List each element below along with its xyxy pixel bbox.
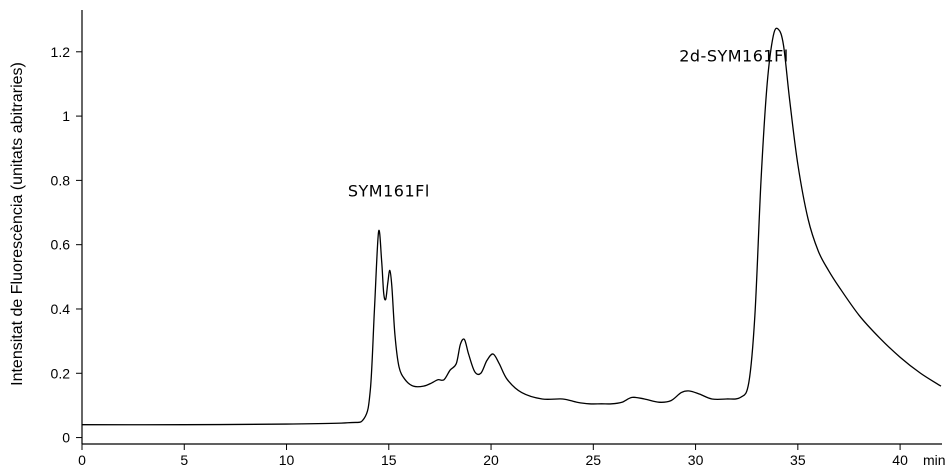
x-tick-label: 30	[688, 452, 704, 468]
x-axis-ticks: 0 5 10 15 20 25 30 35 40	[78, 444, 908, 468]
y-axis-ticks: 0 0.2 0.4 0.6 0.8 1 1.2	[51, 44, 82, 446]
x-tick-label: 40	[892, 452, 908, 468]
series-group	[81, 27, 942, 426]
x-axis-unit-label: min	[923, 452, 946, 468]
annotations-group: SYM161Fl 2d-SYM161Fl	[348, 46, 789, 200]
x-tick-label: 5	[180, 452, 188, 468]
x-tick-label: 35	[790, 452, 806, 468]
y-tick-label: 0.6	[51, 237, 71, 253]
peak-annotation: SYM161Fl	[348, 181, 430, 200]
x-tick-label: 25	[586, 452, 602, 468]
series-line-0	[81, 27, 942, 426]
y-axis-label: Intensitat de Fluorescència (unitats abi…	[9, 62, 26, 386]
x-tick-label: 0	[78, 452, 86, 468]
y-tick-label: 0.8	[51, 172, 71, 188]
y-tick-label: 0.4	[51, 301, 71, 317]
peak-annotation: 2d-SYM161Fl	[679, 46, 789, 65]
x-tick-label: 15	[381, 452, 397, 468]
y-tick-label: 1	[62, 108, 70, 124]
y-tick-label: 1.2	[51, 44, 71, 60]
y-tick-label: 0.2	[51, 365, 71, 381]
x-tick-label: 20	[483, 452, 499, 468]
x-tick-label: 10	[279, 452, 295, 468]
y-tick-label: 0	[62, 430, 70, 446]
